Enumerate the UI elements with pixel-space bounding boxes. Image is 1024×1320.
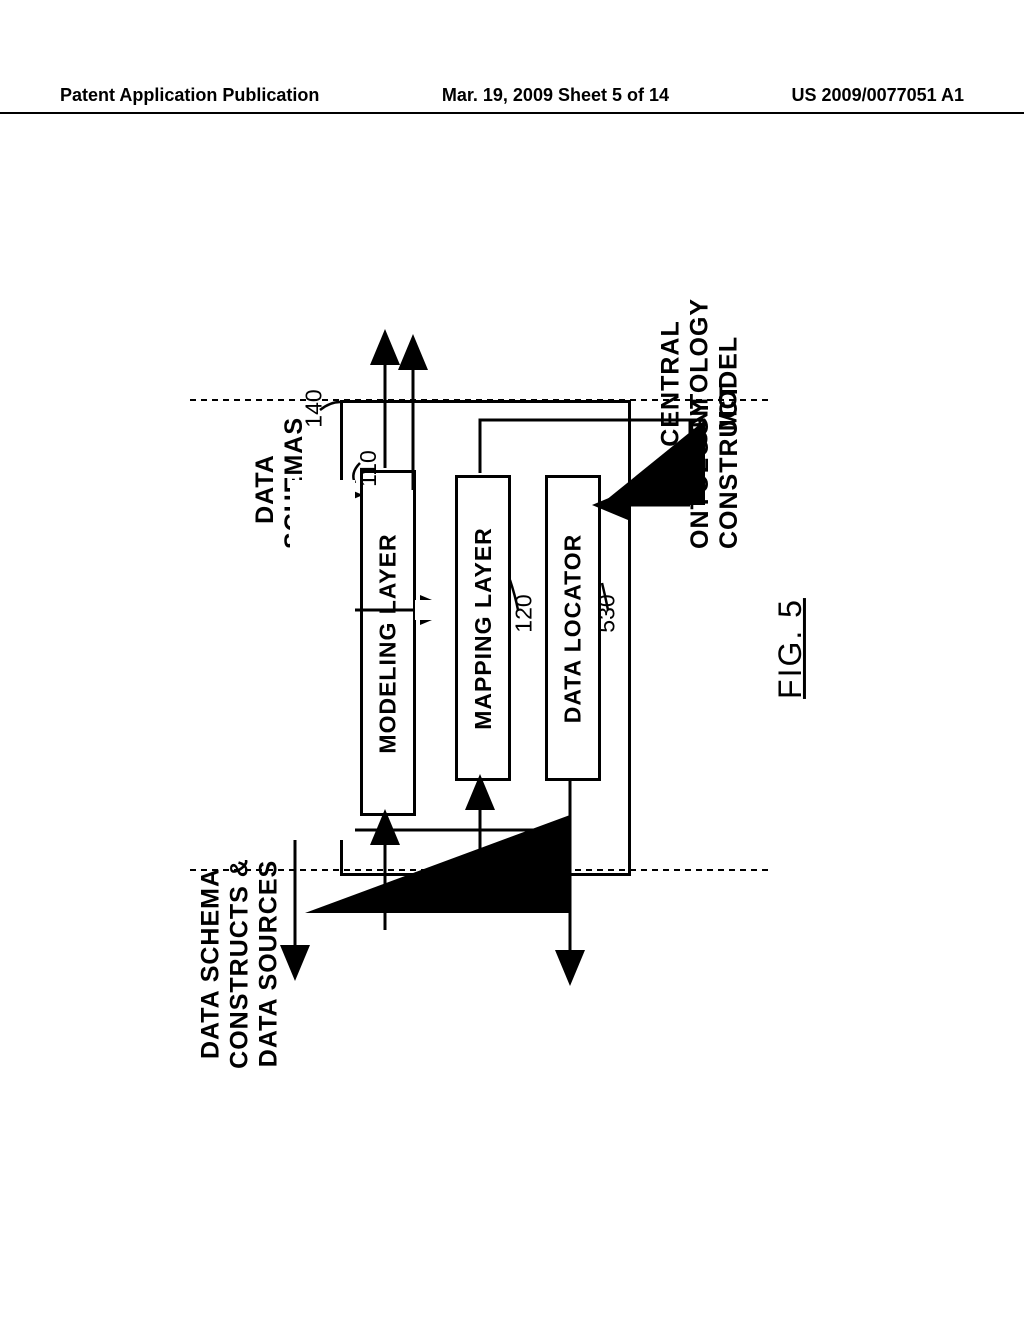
ref-110: 110 [355, 450, 382, 487]
header-left: Patent Application Publication [60, 85, 319, 106]
modeling-layer-label: MODELING LAYER [375, 533, 402, 753]
header-right: US 2009/0077051 A1 [792, 85, 964, 106]
data-locator-label: DATA LOCATOR [560, 533, 587, 723]
header-center: Mar. 19, 2009 Sheet 5 of 14 [442, 85, 669, 106]
patent-header: Patent Application Publication Mar. 19, … [0, 85, 1024, 114]
data-locator-box: DATA LOCATOR [545, 475, 601, 781]
ref-120: 120 [511, 594, 538, 632]
mapping-layer-label: MAPPING LAYER [470, 527, 497, 730]
ref-530: 530 [594, 594, 621, 632]
mapping-layer-box: MAPPING LAYER [455, 475, 511, 781]
label-data-schemas: DATASCHEMAS [251, 429, 309, 549]
label-data-schema-constructs: DATA SCHEMACONSTRUCTS &DATA SOURCES [197, 849, 284, 1079]
label-ontology-construct: ONTOLOGYCONSTRUCT [686, 399, 744, 549]
modeling-layer-box: MODELING LAYER [360, 470, 416, 816]
figure-5-diagram: MODELING LAYER MAPPING LAYER DATA LOCATO… [150, 280, 870, 1060]
figure-label: FIG. 5 [772, 598, 809, 699]
